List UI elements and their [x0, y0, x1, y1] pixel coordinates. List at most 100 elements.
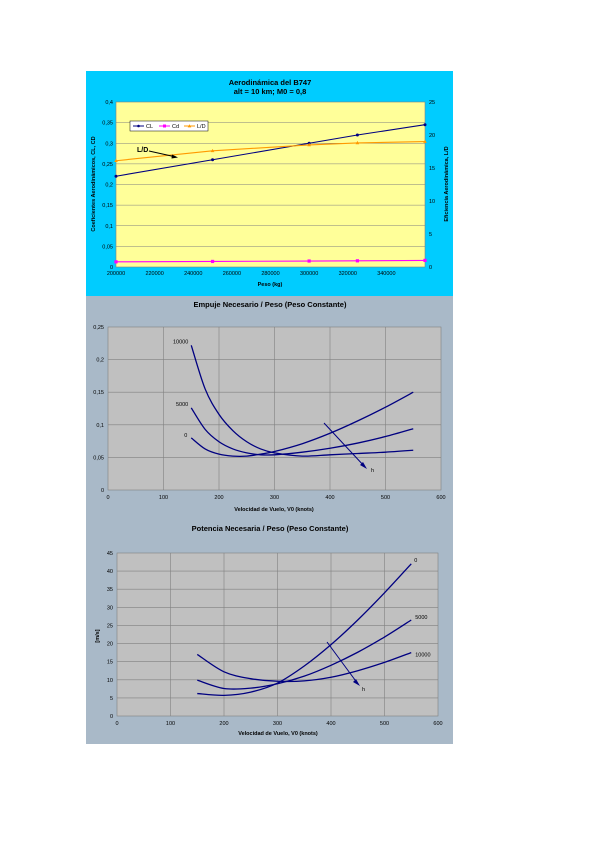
- series-line-10000: [196, 651, 412, 683]
- series-label: 0: [184, 433, 187, 439]
- ld-annotation-arrow: [148, 150, 177, 158]
- x-tick-label: 500: [381, 495, 390, 501]
- x-tick-label: 0: [115, 721, 118, 727]
- y-tick-label: 0,05: [102, 244, 113, 250]
- x-tick-label: 600: [436, 495, 445, 501]
- legend-label-ld: L/D: [197, 124, 206, 130]
- y-tick-label: 25: [107, 623, 113, 629]
- data-point: [210, 148, 215, 153]
- power-chart-panel: Potencia Necesaria / Peso (Peso Constant…: [86, 520, 453, 744]
- y2-tick-label: 0: [429, 265, 432, 271]
- y-tick-label: 15: [107, 660, 113, 666]
- x-axis-title: Velocidad de Vuelo, V0 (knots): [234, 507, 314, 513]
- y-tick-label: 0: [101, 488, 104, 494]
- y2-tick-label: 20: [429, 133, 435, 139]
- data-point: [114, 174, 118, 178]
- arrow-head-icon: [360, 462, 367, 469]
- y2-tick-label: 15: [429, 166, 435, 172]
- x-axis-title: Velocidad de Vuelo, V0 (knots): [238, 731, 318, 737]
- x-tick-label: 260000: [223, 271, 241, 277]
- y-tick-label: 0: [110, 265, 113, 271]
- y-tick-label: 30: [107, 605, 113, 611]
- altitude-arrow: [323, 422, 366, 468]
- x-tick-label: 280000: [261, 271, 279, 277]
- y-tick-label: 0,25: [93, 325, 104, 331]
- arrow-head-icon: [171, 154, 178, 159]
- arrow-head-icon: [353, 679, 360, 686]
- y2-tick-label: 10: [429, 199, 435, 205]
- series-label: 10000: [173, 339, 188, 345]
- y-tick-label: 0,1: [105, 224, 113, 230]
- y2-tick-label: 25: [429, 100, 435, 106]
- chart-title: Empuje Necesario / Peso (Peso Constante): [194, 300, 347, 309]
- y-tick-label: 0,1: [96, 423, 104, 429]
- x-tick-label: 200000: [107, 271, 125, 277]
- legend: CL Cd L/D: [129, 120, 209, 132]
- series-label: 10000: [415, 653, 430, 659]
- y2-tick-label: 5: [429, 232, 432, 238]
- y-tick-label: 0,4: [105, 100, 113, 106]
- y-tick-label: 0,15: [93, 390, 104, 396]
- x-tick-label: 200: [219, 721, 228, 727]
- y-axis-title: [m/s]: [95, 629, 101, 642]
- y-tick-label: 0,2: [96, 358, 104, 364]
- x-tick-label: 200: [214, 495, 223, 501]
- series-line-5000: [197, 619, 412, 690]
- x-tick-label: 100: [166, 721, 175, 727]
- x-tick-label: 500: [380, 721, 389, 727]
- y-tick-label: 0: [110, 714, 113, 720]
- x-tick-label: 0: [106, 495, 109, 501]
- y-tick-label: 20: [107, 642, 113, 648]
- x-tick-label: 340000: [377, 271, 395, 277]
- y-tick-label: 5: [110, 696, 113, 702]
- series-label: 0: [414, 558, 417, 564]
- data-point: [423, 139, 427, 143]
- x-tick-label: 320000: [339, 271, 357, 277]
- chart-title: Aerodinámica del B747: [229, 78, 312, 87]
- x-tick-label: 600: [433, 721, 442, 727]
- x-tick-label: 300: [273, 721, 282, 727]
- data-point: [114, 260, 118, 264]
- y-tick-label: 45: [107, 551, 113, 557]
- series-line-5000: [190, 407, 414, 456]
- series-line-0: [197, 563, 412, 697]
- legend-label-cd: Cd: [172, 124, 179, 130]
- y-tick-label: 0,2: [105, 183, 113, 189]
- chart-subtitle: alt = 10 km; M0 = 0,8: [234, 87, 307, 96]
- y-tick-label: 0,05: [93, 455, 104, 461]
- data-point: [211, 158, 215, 162]
- chart-title: Potencia Necesaria / Peso (Peso Constant…: [192, 524, 349, 533]
- aerodynamics-chart: Aerodinámica del B747 alt = 10 km; M0 = …: [91, 78, 450, 288]
- x-axis-title: Peso (kg): [258, 282, 283, 288]
- series-line-10000: [190, 345, 414, 457]
- x-tick-label: 240000: [184, 271, 202, 277]
- data-point: [307, 142, 311, 147]
- x-tick-label: 220000: [145, 271, 163, 277]
- ld-annotation: L/D: [137, 147, 148, 154]
- x-tick-label: 300000: [300, 271, 318, 277]
- altitude-label: h: [362, 687, 365, 693]
- aerodynamics-chart-panel: Aerodinámica del B747 alt = 10 km; M0 = …: [86, 71, 453, 296]
- y-tick-label: 35: [107, 587, 113, 593]
- data-point: [423, 123, 427, 127]
- y-tick-label: 0,3: [105, 141, 113, 147]
- y-tick-label: 0,15: [102, 203, 113, 209]
- altitude-arrow: [326, 641, 359, 685]
- legend-label-cl: CL: [146, 124, 153, 130]
- data-point: [423, 258, 427, 262]
- power-chart: Potencia Necesaria / Peso (Peso Constant…: [95, 524, 443, 737]
- data-point: [355, 259, 360, 263]
- y-axis-title: Coeficientes Aerodinámicos, CL, CD: [91, 136, 97, 231]
- y-tick-label: 0,25: [102, 162, 113, 168]
- data-point: [355, 140, 360, 145]
- y-tick-label: 40: [107, 569, 113, 575]
- x-tick-label: 400: [326, 721, 335, 727]
- data-point: [114, 158, 118, 163]
- series-label: 5000: [176, 402, 188, 408]
- y-tick-label: 0,35: [102, 121, 113, 127]
- series-label: 5000: [415, 615, 427, 621]
- data-point: [355, 133, 359, 137]
- x-tick-label: 400: [325, 495, 334, 501]
- y-tick-label: 10: [107, 678, 113, 684]
- altitude-label: h: [371, 468, 374, 474]
